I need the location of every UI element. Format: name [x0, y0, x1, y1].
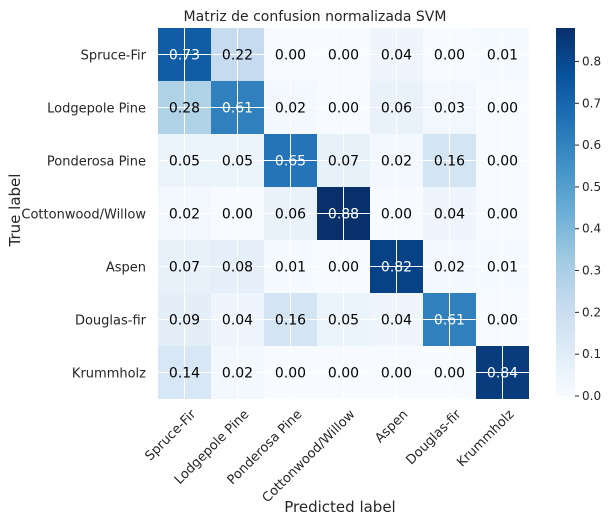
x-tick-label: Cottonwood/Willow — [260, 407, 359, 506]
heatmap-grid — [158, 28, 529, 399]
x-tick-label: Spruce-Fir — [142, 407, 199, 464]
y-tick-label: Lodgepole Pine — [47, 102, 146, 117]
cell-value-label: 0.05 — [328, 313, 359, 329]
colorbar-ticks: 0.0 0.1 0.2 0.3 0.4 0.5 0.6 0.7 0.8 — [575, 54, 601, 403]
y-tick-label: Spruce-Fir — [81, 49, 147, 64]
cell-value-label: 0.61 — [222, 101, 253, 117]
cell-value-label: 0.00 — [487, 313, 518, 329]
cell-value-label: 0.01 — [275, 260, 306, 276]
cell-value-label: 0.04 — [381, 313, 412, 329]
colorbar-tick-label: 0.3 — [582, 264, 601, 278]
colorbar-tick-label: 0.7 — [582, 96, 601, 110]
cell-value-label: 0.00 — [328, 260, 359, 276]
cell-value-label: 0.01 — [487, 48, 518, 64]
cell-value-label: 0.02 — [222, 366, 253, 382]
cell-value-label: 0.16 — [434, 154, 465, 170]
colorbar-tick-label: 0.1 — [582, 347, 601, 361]
cell-value-label: 0.22 — [222, 48, 253, 64]
cell-value-label: 0.07 — [328, 154, 359, 170]
cell-value-label: 0.14 — [169, 366, 200, 382]
cell-value-label: 0.16 — [275, 313, 306, 329]
y-tick-label: Krummholz — [72, 367, 146, 382]
cell-value-label: 0.00 — [487, 154, 518, 170]
chart-title: Matriz de confusion normalizada SVM — [184, 9, 447, 25]
y-tick-label: Cottonwood/Willow — [21, 208, 146, 223]
cell-value-label: 0.00 — [222, 207, 253, 223]
cell-value-label: 0.61 — [434, 313, 465, 329]
cell-value-label: 0.06 — [275, 207, 306, 223]
colorbar-tick-label: 0.8 — [582, 54, 601, 68]
cell-value-label: 0.73 — [169, 48, 200, 64]
y-tick-label: Aspen — [106, 261, 146, 276]
cell-value-label: 0.08 — [222, 260, 253, 276]
cell-value-label: 0.28 — [169, 101, 200, 117]
cell-value-label: 0.02 — [381, 154, 412, 170]
cell-value-label: 0.00 — [487, 101, 518, 117]
cell-value-label: 0.01 — [487, 260, 518, 276]
x-axis-label: Predicted label — [284, 498, 395, 516]
cell-value-label: 0.09 — [169, 313, 200, 329]
cell-value-label: 0.02 — [434, 260, 465, 276]
cell-value-label: 0.84 — [487, 366, 518, 382]
y-tick-labels: Spruce-Fir Lodgepole Pine Ponderosa Pine Co… — [21, 49, 146, 382]
cell-value-label: 0.02 — [275, 101, 306, 117]
cell-value-label: 0.03 — [434, 101, 465, 117]
cell-value-label: 0.02 — [169, 207, 200, 223]
colorbar — [556, 28, 575, 396]
cell-value-label: 0.06 — [381, 101, 412, 117]
cell-value-label: 0.00 — [328, 48, 359, 64]
cell-value-label: 0.88 — [328, 207, 359, 223]
colorbar-tick-label: 0.4 — [582, 222, 601, 236]
colorbar-tick-label: 0.0 — [582, 389, 601, 403]
cell-value-label: 0.05 — [222, 154, 253, 170]
cell-value-label: 0.00 — [275, 366, 306, 382]
x-tick-label: Aspen — [372, 407, 411, 446]
cell-value-label: 0.04 — [381, 48, 412, 64]
colorbar-tick-label: 0.6 — [582, 138, 601, 152]
heatmap-cell-labels: 0.73 0.22 0.00 0.00 0.04 0.00 0.01 0.28 0.61 0.02… — [169, 48, 518, 382]
cell-value-label: 0.00 — [487, 207, 518, 223]
cell-value-label: 0.65 — [275, 154, 306, 170]
colorbar-tick-label: 0.2 — [582, 305, 601, 319]
cell-value-label: 0.00 — [381, 366, 412, 382]
cell-value-label: 0.00 — [434, 366, 465, 382]
cell-value-label: 0.00 — [328, 101, 359, 117]
cell-value-label: 0.00 — [275, 48, 306, 64]
y-axis-label: True label — [6, 174, 24, 248]
y-tick-label: Douglas-fir — [75, 314, 147, 329]
cell-value-label: 0.04 — [222, 313, 253, 329]
x-tick-label: Krummholz — [454, 407, 517, 470]
cell-value-label: 0.04 — [434, 207, 465, 223]
colorbar-tick-label: 0.5 — [582, 180, 601, 194]
cell-value-label: 0.82 — [381, 260, 412, 276]
cell-value-label: 0.05 — [169, 154, 200, 170]
cell-value-label: 0.00 — [381, 207, 412, 223]
y-tick-label: Ponderosa Pine — [47, 155, 146, 170]
cell-value-label: 0.00 — [328, 366, 359, 382]
cell-value-label: 0.07 — [169, 260, 200, 276]
cell-value-label: 0.00 — [434, 48, 465, 64]
